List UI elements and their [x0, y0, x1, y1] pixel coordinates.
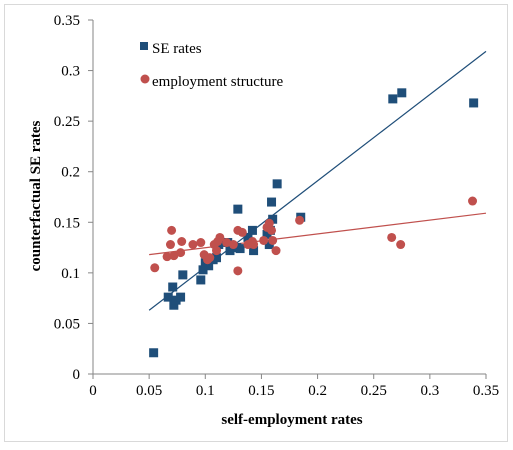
point-se-rates [233, 204, 243, 214]
point-se-rates [235, 244, 245, 254]
x-tick-label: 0.1 [196, 383, 215, 399]
x-tick-label: 0 [89, 383, 97, 399]
point-se-rates [149, 348, 159, 358]
point-employment-structure [215, 232, 225, 242]
point-employment-structure [165, 240, 175, 250]
legend-label-employment-structure: employment structure [152, 74, 284, 90]
y-tick-label: 0.1 [61, 266, 80, 282]
legend-marker-employment-structure [140, 74, 150, 84]
point-se-rates [196, 275, 206, 285]
y-tick-label: 0.3 [61, 64, 80, 80]
point-employment-structure [387, 232, 397, 242]
chart-frame [4, 4, 508, 442]
point-se-rates [469, 98, 479, 108]
trendline-employment-structure [149, 212, 487, 256]
y-tick-label: 0 [73, 367, 81, 383]
y-tick-label: 0.15 [54, 215, 80, 231]
point-employment-structure [268, 235, 278, 245]
point-se-rates [267, 197, 277, 207]
x-tick-label: 0.25 [361, 383, 387, 399]
point-se-rates [272, 179, 282, 189]
x-tick-label: 0.35 [473, 383, 499, 399]
y-tick-label: 0.35 [54, 13, 80, 29]
x-tick-label: 0.05 [136, 383, 162, 399]
point-employment-structure [228, 240, 238, 250]
point-se-rates [169, 300, 179, 310]
point-employment-structure [176, 248, 186, 258]
point-se-rates [176, 292, 186, 302]
point-se-rates [264, 240, 274, 250]
series-employment-structure [150, 196, 478, 276]
point-employment-structure [249, 240, 259, 250]
point-se-rates [268, 214, 278, 224]
x-axis-title: self-employment rates [221, 412, 362, 428]
point-se-rates [249, 246, 259, 256]
legend-label-se-rates: SE rates [152, 41, 202, 57]
point-employment-structure [295, 215, 305, 225]
axes: 0 0.05 0.1 0.15 0.2 0.25 0.3 0.35 0 0.05 0.1 0.15 0.… [54, 13, 499, 399]
point-se-rates [243, 232, 253, 242]
point-employment-structure [196, 238, 206, 248]
point-employment-structure [212, 246, 222, 256]
point-employment-structure [233, 266, 243, 276]
point-employment-structure [188, 240, 198, 250]
y-axis-title: counterfactual SE rates [28, 120, 44, 271]
point-se-rates [178, 270, 188, 280]
data-points [149, 88, 479, 358]
point-employment-structure [150, 263, 160, 273]
x-tick-label: 0.15 [248, 383, 274, 399]
point-employment-structure [267, 225, 277, 235]
legend-marker-se-rates [140, 42, 148, 50]
point-se-rates [225, 246, 235, 256]
x-tick-label: 0.2 [308, 383, 327, 399]
point-se-rates [212, 253, 222, 263]
point-employment-structure [169, 251, 179, 261]
point-employment-structure [264, 218, 274, 228]
point-employment-structure [167, 225, 177, 235]
point-se-rates [168, 282, 178, 292]
legend: SE rates employment structure [140, 41, 284, 90]
point-employment-structure [237, 227, 247, 237]
point-employment-structure [468, 196, 478, 206]
point-employment-structure [271, 246, 281, 256]
x-tick-label: 0.3 [420, 383, 439, 399]
point-employment-structure [162, 252, 172, 262]
point-se-rates [204, 261, 214, 271]
point-se-rates [397, 88, 407, 98]
point-employment-structure [205, 253, 215, 263]
y-tick-label: 0.25 [54, 114, 80, 130]
y-tick-label: 0.2 [61, 165, 80, 181]
y-tick-label: 0.05 [54, 316, 80, 332]
point-se-rates [247, 225, 257, 235]
point-se-rates [388, 94, 398, 104]
point-se-rates [198, 265, 208, 275]
point-employment-structure [396, 240, 406, 250]
point-employment-structure [259, 235, 269, 245]
point-employment-structure [177, 237, 187, 247]
point-se-rates [163, 292, 173, 302]
